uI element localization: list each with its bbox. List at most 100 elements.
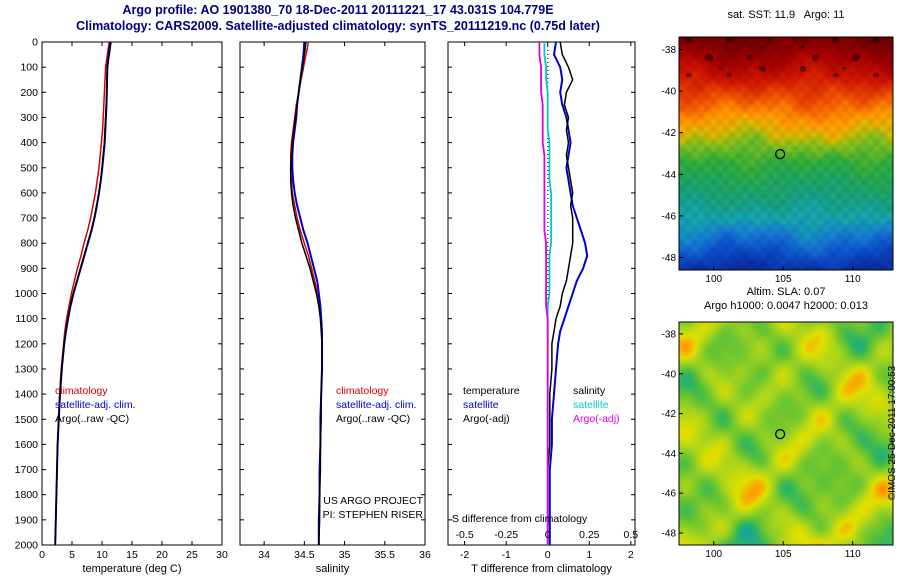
tick-label: 0 bbox=[32, 37, 38, 49]
legend-item-t-satellite: satellite bbox=[463, 399, 499, 411]
sla-map-title-line-1: Altim. SLA: 0.07 bbox=[746, 286, 826, 298]
tick-label: 1400 bbox=[15, 389, 39, 401]
x-axis-label: temperature (deg C) bbox=[82, 563, 181, 575]
tick-label: 0 bbox=[39, 549, 45, 561]
tick-label: -48 bbox=[662, 529, 677, 540]
series-climatology bbox=[289, 41, 323, 545]
series-argo-raw-qc- bbox=[289, 41, 323, 546]
tick-label: -0.5 bbox=[456, 529, 474, 541]
legend-item-argo-raw-qc: Argo(..raw -QC) bbox=[55, 413, 130, 425]
tick-label: 105 bbox=[775, 274, 792, 285]
s-axis-label: S difference from climatology bbox=[452, 513, 588, 525]
difference-legend-salinity-column: salinity satellite Argo(-adj) bbox=[573, 384, 635, 426]
tick-label: 1200 bbox=[15, 338, 39, 350]
tick-label: 36 bbox=[419, 549, 431, 561]
tick-label: -0.25 bbox=[494, 529, 518, 541]
tick-label: 10 bbox=[96, 549, 108, 561]
series-temperature-argo-adj- bbox=[546, 41, 574, 545]
tick-label: 0 bbox=[545, 529, 551, 541]
tick-label: 1100 bbox=[15, 313, 38, 325]
tick-label: -44 bbox=[662, 170, 677, 181]
x-axis-label: salinity bbox=[316, 563, 350, 575]
tick-label: 110 bbox=[845, 274, 861, 285]
tick-label: 100 bbox=[705, 274, 722, 285]
axes-frame bbox=[41, 41, 223, 546]
legend-item-satellite-adj-clim: satellite-adj. clim. bbox=[336, 399, 417, 411]
tick-label: 300 bbox=[20, 112, 38, 124]
tick-label: 105 bbox=[775, 549, 792, 560]
legend-item-t-argo-adj: Argo(-adj) bbox=[463, 413, 510, 425]
series-argo-raw-qc- bbox=[54, 41, 112, 546]
series-satellite-adj-clim- bbox=[54, 41, 112, 546]
tick-label: 1000 bbox=[15, 288, 39, 300]
tick-label: 100 bbox=[705, 549, 722, 560]
legend-item-satellite-adj-clim: satellite-adj. clim. bbox=[55, 399, 136, 411]
sla-heatmap-canvas bbox=[679, 322, 893, 545]
imos-watermark: ©IMOS 25-Dec-2011 17:00:53 bbox=[887, 365, 898, 501]
tick-label: 15 bbox=[126, 549, 138, 561]
tick-label: 600 bbox=[20, 187, 38, 199]
figure-title-line-1: Argo profile: AO 1901380_70 18-Dec-2011 … bbox=[122, 3, 554, 17]
tick-label: 1500 bbox=[15, 414, 39, 426]
tick-label: -38 bbox=[662, 329, 677, 340]
pi-note: PI: STEPHEN RISER bbox=[322, 509, 423, 521]
axes-frame bbox=[239, 41, 426, 546]
temperature-profile-panel: 0 5 10 15 20 25 300100200300400500600700800900… bbox=[15, 37, 228, 576]
legend-item-s-satellite: satellite bbox=[573, 399, 609, 411]
tick-label: -46 bbox=[662, 211, 677, 222]
tick-label: 34 bbox=[258, 549, 270, 561]
tick-label: -48 bbox=[662, 253, 677, 264]
tick-label: 2 bbox=[628, 549, 634, 561]
tick-label: 0 bbox=[545, 549, 551, 561]
tick-label: 25 bbox=[186, 549, 198, 561]
series-salinity-satellite bbox=[543, 42, 552, 545]
series-salinity-argo-adj- bbox=[538, 42, 549, 545]
tick-label: 1 bbox=[586, 549, 592, 561]
tick-label: 0.25 bbox=[579, 529, 600, 541]
salinity-profile-legend: climatology satellite-adj. clim. Argo(..… bbox=[336, 384, 417, 426]
tick-label: 1900 bbox=[15, 514, 39, 526]
tick-label: -40 bbox=[662, 369, 677, 380]
tick-label: 100 bbox=[20, 62, 38, 74]
difference-legend-header-temperature: temperature bbox=[463, 385, 520, 397]
series-climatology bbox=[54, 41, 110, 546]
tick-label: 35 bbox=[339, 549, 351, 561]
tick-label: 700 bbox=[20, 213, 38, 225]
tick-label: 800 bbox=[20, 238, 38, 250]
temperature-profile-legend: climatology satellite-adj. clim. Argo(..… bbox=[55, 384, 136, 426]
tick-label: 110 bbox=[845, 549, 861, 560]
figure-title-line-2: Climatology: CARS2009. Satellite-adjuste… bbox=[76, 19, 600, 33]
series-temperature-satellite bbox=[548, 41, 589, 545]
tick-label: -44 bbox=[662, 449, 677, 460]
tick-label: -1 bbox=[502, 549, 511, 561]
tick-label: 0.5 bbox=[624, 529, 639, 541]
tick-label: 1800 bbox=[15, 489, 39, 501]
tick-label: -46 bbox=[662, 489, 677, 500]
legend-item-argo-raw-qc: Argo(..raw -QC) bbox=[336, 413, 411, 425]
tick-label: -38 bbox=[662, 45, 677, 56]
tick-label: -40 bbox=[662, 87, 677, 98]
difference-legend-temperature-column: temperature satellite Argo(-adj) bbox=[463, 384, 573, 426]
sst-heatmap-canvas bbox=[679, 37, 893, 270]
series-satellite-adj-clim- bbox=[291, 41, 323, 545]
sla-map-title-line-2: Argo h1000: 0.0047 h2000: 0.013 bbox=[704, 300, 868, 312]
axes-frame bbox=[447, 41, 636, 546]
tick-label: 34.5 bbox=[294, 549, 315, 561]
legend-item-s-argo-adj: Argo(-adj) bbox=[573, 413, 620, 425]
tick-label: 1300 bbox=[15, 363, 39, 375]
tick-label: 35.5 bbox=[375, 549, 396, 561]
difference-profile-panel: -2 -1 0 1 2 T difference from climatology -0.5… bbox=[447, 41, 639, 575]
tick-label: 200 bbox=[20, 87, 38, 99]
tick-label: 500 bbox=[20, 162, 38, 174]
sst-map-title: sat. SST: 11.9 Argo: 11 bbox=[727, 9, 845, 21]
tick-label: 20 bbox=[156, 549, 168, 561]
difference-legend-header-salinity: salinity bbox=[573, 385, 606, 397]
tick-label: 2000 bbox=[15, 540, 39, 552]
tick-label: 1600 bbox=[15, 439, 39, 451]
tick-label: 400 bbox=[20, 137, 38, 149]
tick-label: -42 bbox=[662, 409, 677, 420]
tick-label: 1700 bbox=[15, 464, 39, 476]
tick-label: -42 bbox=[662, 128, 677, 139]
legend-item-climatology: climatology bbox=[336, 385, 389, 397]
